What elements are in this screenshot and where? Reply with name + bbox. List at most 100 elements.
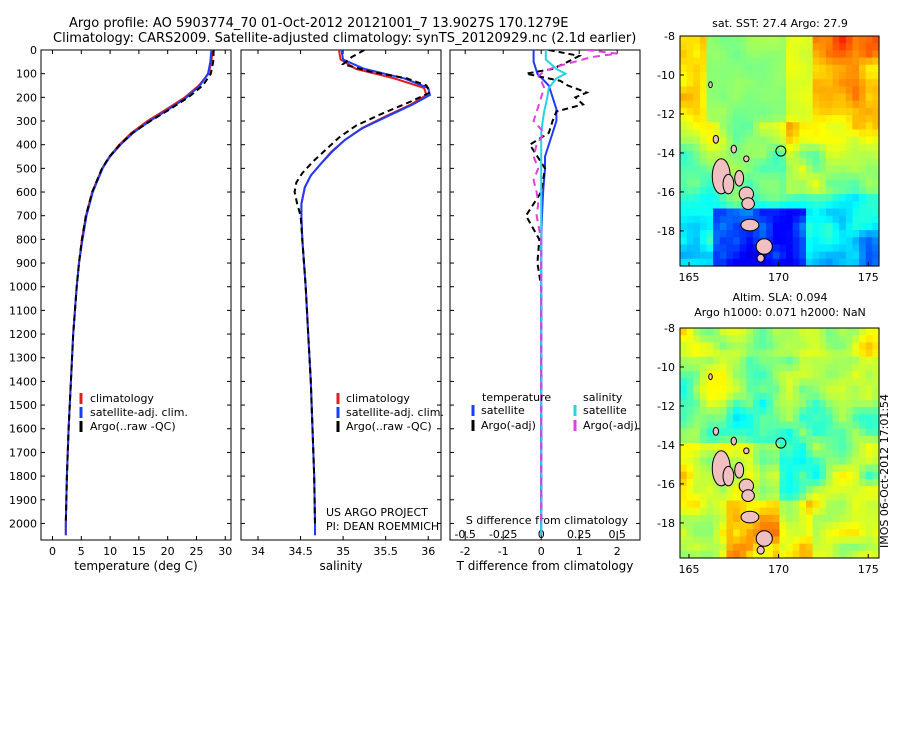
map-cell — [832, 543, 840, 552]
map-cell — [766, 356, 774, 365]
map-cell — [746, 93, 754, 102]
map-cell — [713, 378, 721, 387]
map-cell — [752, 230, 761, 238]
map-cell — [852, 529, 860, 538]
map-cell — [792, 179, 800, 188]
map-cell — [726, 57, 734, 66]
map-cell — [772, 186, 781, 195]
map-cell — [819, 172, 827, 181]
map-cell — [812, 201, 820, 210]
island-shape — [743, 447, 750, 455]
map-cell — [693, 57, 701, 66]
map-cell — [792, 378, 800, 387]
map-cell — [852, 385, 860, 394]
map-cell — [872, 165, 880, 174]
map-cell — [859, 222, 867, 231]
map-cell — [872, 115, 880, 123]
map-cell — [812, 428, 820, 437]
map-cell — [779, 471, 787, 480]
legend-label: Argo(..raw -QC) — [346, 420, 432, 433]
map-cell — [812, 100, 820, 109]
map-cell — [786, 399, 794, 408]
map-cell — [799, 186, 807, 195]
map-cell — [719, 356, 728, 365]
map-cell — [799, 251, 807, 260]
map-cell — [872, 349, 880, 358]
map-cell — [799, 493, 807, 502]
map-cell — [719, 378, 728, 387]
map-cell — [839, 550, 847, 559]
map-cell — [739, 399, 747, 408]
map-cell — [739, 107, 747, 116]
salinity-tick-label: -0.25 — [489, 528, 517, 541]
map-cell — [806, 356, 814, 365]
y-tick-label: 300 — [16, 115, 37, 128]
map-cell — [786, 522, 794, 530]
map-cell — [766, 435, 774, 444]
map-cell — [845, 514, 854, 523]
map-cell — [845, 222, 854, 231]
map-cell — [845, 122, 854, 131]
x-tick-label: 34.5 — [288, 545, 313, 558]
map-cell — [812, 158, 820, 166]
map-cell — [819, 79, 827, 87]
map-cell — [832, 79, 840, 87]
map-cell — [733, 93, 741, 102]
map-cell — [812, 251, 820, 260]
map-cell — [772, 385, 781, 394]
map-cell — [699, 471, 708, 480]
map-cell — [832, 136, 840, 145]
argo-position-marker — [775, 145, 787, 157]
map-cell — [819, 64, 827, 73]
map-cell — [693, 208, 701, 217]
map-cell — [786, 335, 794, 343]
map-cell — [872, 43, 880, 51]
map-cell — [739, 457, 747, 466]
map-cell — [779, 507, 787, 516]
map-cell — [872, 136, 880, 145]
map-cell — [799, 543, 807, 552]
map-cell — [825, 43, 834, 51]
map-cell — [693, 378, 701, 387]
map-cell — [865, 186, 873, 195]
map-cell — [699, 237, 708, 246]
y-tick-label: 900 — [16, 257, 37, 270]
map-cell — [759, 356, 767, 365]
map-cell — [872, 194, 880, 202]
map-cell — [706, 222, 714, 231]
map-cell — [733, 378, 741, 387]
map-cell — [832, 536, 840, 545]
sla-map-title-line2: Argo h1000: 0.071 h2000: NaN — [694, 306, 866, 319]
map-cell — [786, 107, 794, 116]
map-cell — [825, 464, 834, 473]
map-cell — [852, 201, 860, 210]
map-cell — [739, 86, 747, 95]
map-cell — [739, 251, 747, 260]
map-cell — [786, 43, 794, 51]
map-cell — [713, 363, 721, 372]
map-cell — [872, 500, 880, 509]
map-cell — [839, 165, 847, 174]
map-cell — [872, 443, 880, 451]
map-cell — [693, 514, 701, 523]
map-cell — [792, 36, 800, 44]
map-cell — [746, 363, 754, 372]
map-cell — [719, 215, 728, 224]
map-cell — [686, 222, 694, 231]
map-cell — [852, 392, 860, 401]
map-cell — [865, 201, 873, 210]
map-cell — [825, 179, 834, 188]
map-cell — [819, 151, 827, 159]
map-cell — [792, 349, 800, 358]
map-cell — [832, 363, 840, 372]
map-cell — [686, 407, 694, 415]
map-cell — [752, 100, 761, 109]
map-cell — [859, 407, 867, 415]
map-cell — [686, 215, 694, 224]
map-cell — [706, 522, 714, 530]
map-cell — [719, 407, 728, 415]
map-cell — [819, 50, 827, 59]
map-cell — [832, 450, 840, 458]
map-cell — [752, 363, 761, 372]
map-cell — [779, 115, 787, 123]
